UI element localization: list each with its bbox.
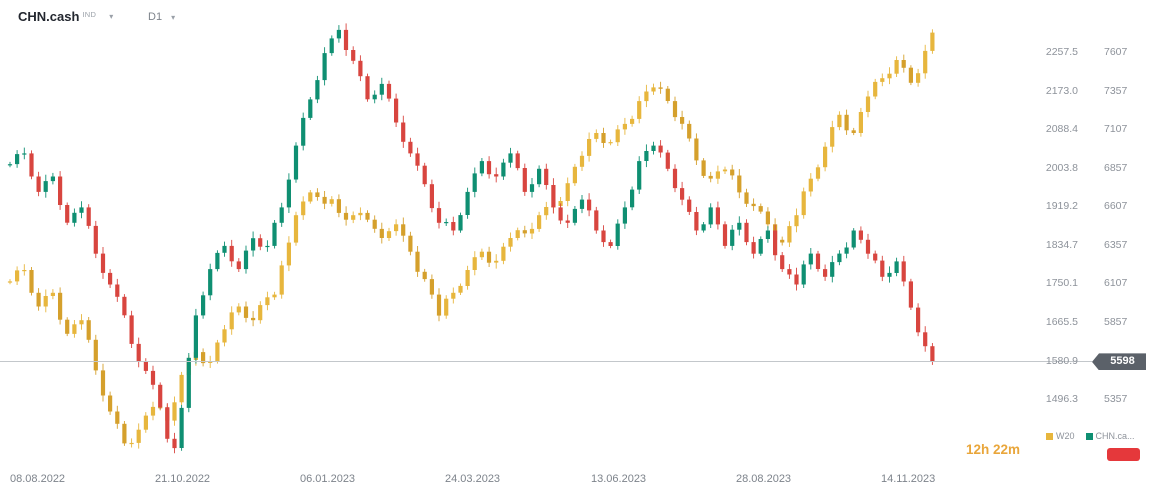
- time-tick-label: 06.01.2023: [300, 473, 356, 485]
- price-tick-label: 1834.7: [1045, 238, 1078, 251]
- price-tick-label: 6107: [1104, 277, 1128, 290]
- price-tick-label: 2173.0: [1045, 84, 1078, 97]
- w20-swatch-icon: [1046, 432, 1053, 440]
- price-tick-label: 6357: [1104, 238, 1128, 251]
- current-price-line: [0, 361, 1092, 363]
- legend-item-chn-cash[interactable]: CHN.ca...: [1085, 431, 1135, 441]
- timeframe-label: D1: [148, 11, 163, 23]
- current-price-badge: 5598: [1092, 353, 1146, 371]
- time-tick-label: 14.11.2023: [881, 473, 936, 485]
- time-axis[interactable]: 08.08.2022 21.10.2022 06.01.2023 24.03.2023…: [0, 473, 1045, 491]
- legend-label: CHN.ca...: [1095, 431, 1135, 441]
- price-tick-label: 6857: [1104, 161, 1128, 174]
- price-axis[interactable]: 2257.5 2173.0 2088.4 2003.8 1919.2 1834.7 1750…: [1036, 0, 1163, 470]
- instrument-selector[interactable]: CHN.cash IND ▾: [18, 9, 113, 24]
- price-tick-label: 7357: [1104, 84, 1128, 97]
- time-tick-label: 24.03.2023: [445, 473, 501, 485]
- chart-canvas[interactable]: [0, 0, 1040, 470]
- candlestick-series-w20: [7, 29, 935, 449]
- instrument-type-label: IND: [82, 10, 97, 19]
- time-tick-label: 13.06.2023: [591, 473, 647, 485]
- price-tick-label: 5357: [1104, 393, 1128, 406]
- chevron-down-icon: ▾: [109, 12, 114, 21]
- chart-legend: W20 CHN.ca...: [1046, 431, 1135, 441]
- price-tick-label: 1919.2: [1045, 200, 1078, 213]
- time-tick-label: 21.10.2022: [155, 473, 211, 485]
- candlestick-series-chn-cash: [7, 23, 935, 454]
- price-tick-label: 5857: [1104, 316, 1128, 328]
- price-tick-label: 1496.3: [1045, 393, 1078, 406]
- price-tick-label: 1580.9: [1045, 354, 1078, 367]
- candle-countdown: 12h 22m: [966, 442, 1021, 457]
- time-tick-label: 28.08.2023: [736, 473, 792, 485]
- price-tick-label: 2003.8: [1045, 161, 1078, 174]
- price-tick-label: 6607: [1104, 200, 1128, 213]
- price-tick-label: 1750.1: [1045, 277, 1078, 290]
- chn-cash-swatch-icon: [1085, 432, 1093, 440]
- legend-label: W20: [1056, 431, 1075, 441]
- legend-price-tag[interactable]: [1107, 448, 1140, 461]
- legend-item-w20[interactable]: W20: [1046, 431, 1075, 441]
- chevron-down-icon: ▾: [171, 12, 176, 22]
- instrument-name: CHN.cash: [18, 9, 80, 24]
- time-tick-label: 08.08.2022: [10, 473, 66, 485]
- timeframe-selector[interactable]: D1 ▾: [148, 11, 175, 23]
- price-tick-label: 7607: [1104, 46, 1128, 58]
- price-tick-label: 2088.4: [1045, 123, 1078, 136]
- price-tick-label: 7107: [1104, 123, 1128, 136]
- price-tick-label: 2257.5: [1045, 46, 1078, 58]
- price-tick-label: 1665.5: [1045, 316, 1078, 328]
